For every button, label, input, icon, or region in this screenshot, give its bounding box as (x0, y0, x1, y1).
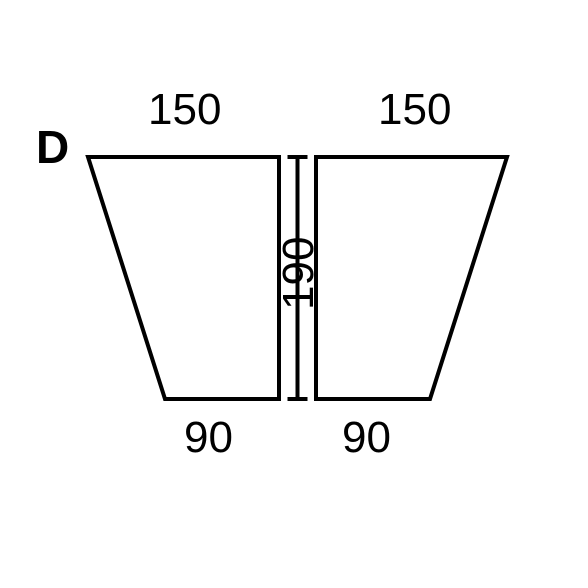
dim-top-left: 150 (148, 85, 221, 134)
dim-bottom-right: 90 (342, 413, 391, 462)
right-trapezoid (316, 157, 507, 399)
dim-bottom-left: 90 (184, 413, 233, 462)
dim-top-right: 150 (378, 85, 451, 134)
dim-height: 190 (274, 237, 323, 310)
left-trapezoid (88, 157, 279, 399)
diagram-letter: D (36, 121, 69, 173)
